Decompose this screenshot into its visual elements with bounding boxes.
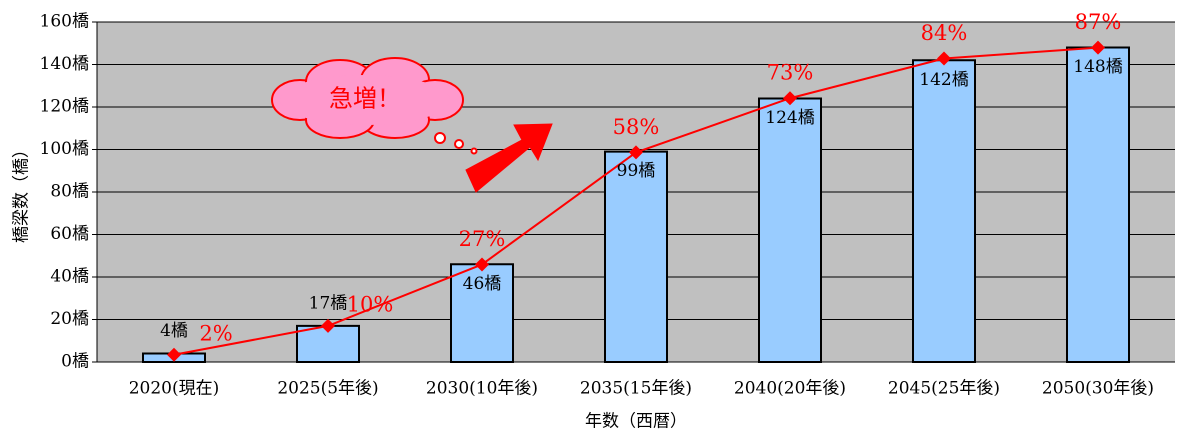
line-value-label: 58% bbox=[613, 115, 660, 139]
callout-text: 急増！ bbox=[329, 85, 401, 113]
bar bbox=[913, 60, 975, 362]
line-value-label: 2% bbox=[199, 321, 232, 345]
bar bbox=[759, 99, 821, 363]
line-value-label: 73% bbox=[767, 61, 814, 85]
x-tick-label: 2020(現在) bbox=[129, 379, 220, 399]
bar-value-label: 148橋 bbox=[1073, 57, 1122, 77]
x-tick-label: 2045(25年後) bbox=[888, 379, 1000, 399]
line-value-label: 87% bbox=[1075, 10, 1122, 34]
y-tick-label: 0橋 bbox=[61, 352, 89, 372]
bar-value-label: 124橋 bbox=[765, 108, 814, 128]
bar bbox=[605, 152, 667, 362]
x-axis-title: 年数（西暦） bbox=[585, 412, 687, 432]
x-tick-label: 2035(15年後) bbox=[580, 379, 692, 399]
x-tick-label: 2025(5年後) bbox=[277, 379, 378, 399]
bar bbox=[1067, 48, 1129, 363]
y-tick-label: 120橋 bbox=[40, 97, 89, 117]
bar-value-label: 17橋 bbox=[309, 293, 348, 313]
y-tick-label: 160橋 bbox=[40, 12, 89, 32]
y-tick-label: 80橋 bbox=[50, 182, 89, 202]
line-value-label: 10% bbox=[347, 292, 394, 316]
y-tick-label: 40橋 bbox=[50, 267, 89, 287]
bar-value-label: 99橋 bbox=[617, 161, 656, 181]
y-tick-label: 140橋 bbox=[40, 54, 89, 74]
x-tick-label: 2030(10年後) bbox=[426, 379, 538, 399]
line-value-label: 84% bbox=[921, 21, 968, 45]
y-axis-title: 橋梁数（橋） bbox=[12, 141, 32, 243]
x-tick-label: 2050(30年後) bbox=[1042, 379, 1154, 399]
bar-value-label: 4橋 bbox=[160, 321, 188, 341]
y-tick-label: 100橋 bbox=[40, 139, 89, 159]
bar-value-label: 142橋 bbox=[919, 70, 968, 90]
x-tick-label: 2040(20年後) bbox=[734, 379, 846, 399]
y-tick-label: 60橋 bbox=[50, 224, 89, 244]
chart: 年数（西暦） 橋梁数（橋） 急増！ 0橋 20橋 40橋 60橋 80橋 100橋 120橋… bbox=[0, 0, 1177, 434]
line-value-label: 27% bbox=[459, 227, 506, 251]
bar-value-label: 46橋 bbox=[463, 274, 502, 294]
y-tick-label: 20橋 bbox=[50, 309, 89, 329]
